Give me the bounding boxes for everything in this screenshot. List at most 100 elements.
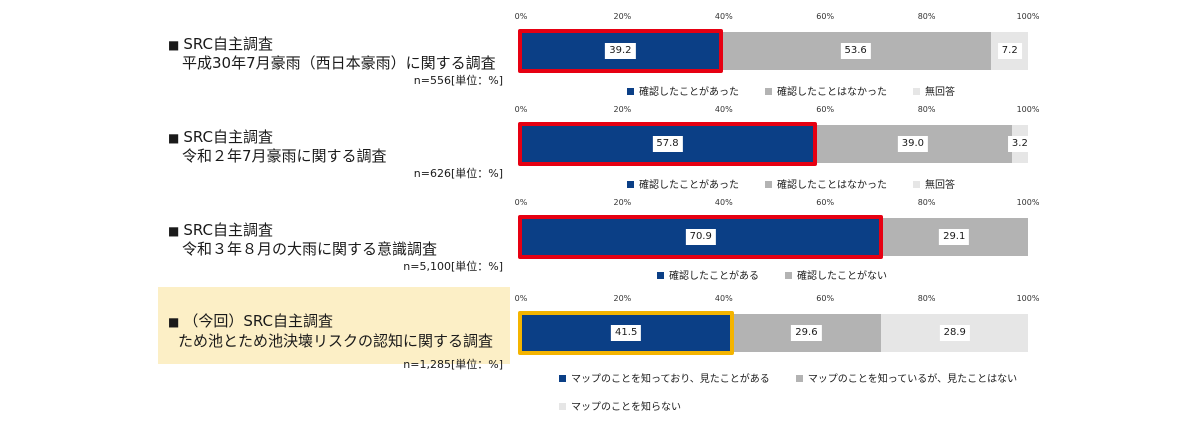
data-label: 7.2 — [997, 43, 1022, 59]
legend-label: マップのことを知っており、見たことがある — [571, 374, 770, 385]
legend-swatch — [913, 180, 920, 188]
survey-title-text: SRC自主調査 — [183, 221, 274, 239]
survey-title: ■ SRC自主調査 — [168, 33, 273, 54]
tick-label: 20% — [613, 105, 632, 114]
bar-segment: 57.8 — [521, 125, 815, 163]
legend-label: マップのことを知らない — [571, 402, 681, 413]
bullet-icon: ■ — [168, 38, 180, 52]
legend-label: 無回答 — [925, 180, 955, 191]
survey-subtitle: ため池とため池決壊リスクの認知に関する調査 — [178, 332, 494, 350]
survey-title: ■ SRC自主調査 — [168, 126, 273, 147]
bar-segment: 39.2 — [521, 32, 720, 70]
legend-item: マップのことを知っており、見たことがある — [559, 366, 770, 394]
survey-title: ■ （今回）SRC自主調査 — [168, 310, 333, 331]
legend-label: マップのことを知っているが、見たことはない — [807, 374, 1018, 385]
legend-label: 確認したことはなかった — [777, 180, 887, 191]
tick-label: 40% — [714, 105, 733, 114]
legend-item: 確認したことがない — [785, 267, 887, 282]
tick-label: 40% — [714, 12, 733, 21]
bar-segment: 28.9 — [881, 314, 1028, 352]
tick-label: 20% — [613, 198, 632, 207]
bar-segment: 29.6 — [731, 314, 882, 352]
tick-label: 100% — [1016, 198, 1040, 207]
survey-label: ■ SRC自主調査 平成30年7月豪雨（西日本豪雨）に関する調査 — [158, 12, 510, 82]
bar-segment: 41.5 — [521, 314, 732, 352]
bar-segment: 70.9 — [521, 218, 881, 256]
legend-swatch — [795, 374, 803, 382]
legend-item: 確認したことはなかった — [765, 83, 887, 98]
bar-segment: 39.0 — [814, 125, 1012, 163]
chart-row: ■ SRC自主調査 令和２年7月豪雨に関する調査 n=626[単位：%] 0% 20% 40… — [0, 105, 1200, 201]
data-label: 39.2 — [605, 43, 636, 59]
survey-subtitle: 令和２年7月豪雨に関する調査 — [182, 147, 387, 165]
axis-tick-labels: 0% 20% 40% 60% 80% 100% — [0, 198, 1200, 210]
legend-swatch — [765, 87, 772, 95]
highlight-frame — [518, 311, 735, 355]
tick-label: 0% — [514, 12, 528, 21]
highlight-frame — [518, 122, 818, 166]
bullet-icon: ■ — [168, 131, 180, 145]
data-label: 41.5 — [611, 325, 642, 341]
highlight-frame — [518, 29, 723, 73]
tick-label: 100% — [1016, 105, 1040, 114]
stacked-bar: 39.2 53.6 7.2 — [521, 32, 1028, 70]
sample-size-note: n=5,100[単位：%] — [403, 260, 503, 273]
tick-label: 80% — [917, 294, 936, 303]
tick-label: 0% — [514, 294, 528, 303]
legend-item: マップのことを知らない — [559, 394, 1003, 422]
data-label: 53.6 — [840, 43, 871, 59]
sample-size-note: n=1,285[単位：%] — [403, 358, 503, 371]
bullet-icon: ■ — [168, 315, 180, 329]
chart-row: ■ SRC自主調査 平成30年7月豪雨（西日本豪雨）に関する調査 n=556[単位：%… — [0, 12, 1200, 108]
survey-label: ■ SRC自主調査 令和３年８月の大雨に関する意識調査 — [158, 198, 510, 268]
data-label: 3.2 — [1007, 136, 1032, 152]
axis-tick-labels: 0% 20% 40% 60% 80% 100% — [0, 12, 1200, 24]
axis-tick-labels: 0% 20% 40% 60% 80% 100% — [0, 294, 1200, 306]
tick-label: 60% — [816, 294, 835, 303]
data-label: 70.9 — [685, 229, 716, 245]
sample-size-note: n=626[単位：%] — [413, 167, 503, 180]
survey-label: ■ SRC自主調査 令和２年7月豪雨に関する調査 — [158, 105, 510, 175]
tick-label: 60% — [816, 12, 835, 21]
legend-label: 確認したことがあった — [639, 87, 739, 98]
tick-label: 80% — [917, 105, 936, 114]
stacked-bar: 70.9 29.1 — [521, 218, 1028, 256]
legend-item: 確認したことがある — [657, 267, 759, 282]
legend-label: 確認したことがあった — [639, 180, 739, 191]
bar-segment: 29.1 — [880, 218, 1028, 256]
survey-subtitle: 平成30年7月豪雨（西日本豪雨）に関する調査 — [182, 54, 496, 72]
tick-label: 100% — [1016, 294, 1040, 303]
legend-item: 確認したことがあった — [627, 83, 739, 98]
legend-item: マップのことを知っているが、見たことはない — [795, 366, 1018, 394]
legend-label: 確認したことがある — [669, 271, 759, 282]
sample-size-note: n=556[単位：%] — [413, 74, 503, 87]
chart-legend: マップのことを知っており、見たことがある マップのことを知っているが、見たことはな… — [559, 366, 1029, 422]
legend-swatch — [785, 271, 792, 279]
highlighted-survey-label: ■ （今回）SRC自主調査 ため池とため池決壊リスクの認知に関する調査 — [158, 287, 510, 364]
legend-swatch — [627, 180, 634, 188]
bar-segment: 7.2 — [991, 32, 1028, 70]
tick-label: 80% — [917, 198, 936, 207]
legend-swatch — [559, 402, 566, 410]
legend-swatch — [627, 87, 634, 95]
chart-legend: 確認したことがあった 確認したことはなかった 無回答 — [627, 83, 981, 98]
data-label: 28.9 — [939, 325, 970, 341]
legend-item: 確認したことはなかった — [765, 176, 887, 191]
survey-title-text: SRC自主調査 — [183, 35, 274, 53]
chart-row: ■ （今回）SRC自主調査 ため池とため池決壊リスクの認知に関する調査 n=1,285… — [0, 287, 1200, 413]
stacked-bar: 41.5 29.6 28.9 — [521, 314, 1028, 352]
bullet-icon: ■ — [168, 224, 180, 238]
legend-swatch — [765, 180, 772, 188]
axis-tick-labels: 0% 20% 40% 60% 80% 100% — [0, 105, 1200, 117]
highlight-frame — [518, 215, 884, 259]
chart-legend: 確認したことがあった 確認したことはなかった 無回答 — [627, 176, 981, 191]
legend-swatch — [559, 374, 566, 382]
tick-label: 20% — [613, 12, 632, 21]
legend-label: 確認したことがない — [797, 271, 887, 282]
survey-title-text: （今回）SRC自主調査 — [183, 312, 334, 330]
tick-label: 80% — [917, 12, 936, 21]
tick-label: 0% — [514, 198, 528, 207]
legend-label: 確認したことはなかった — [777, 87, 887, 98]
legend-item: 無回答 — [913, 176, 955, 191]
legend-item: 無回答 — [913, 83, 955, 98]
